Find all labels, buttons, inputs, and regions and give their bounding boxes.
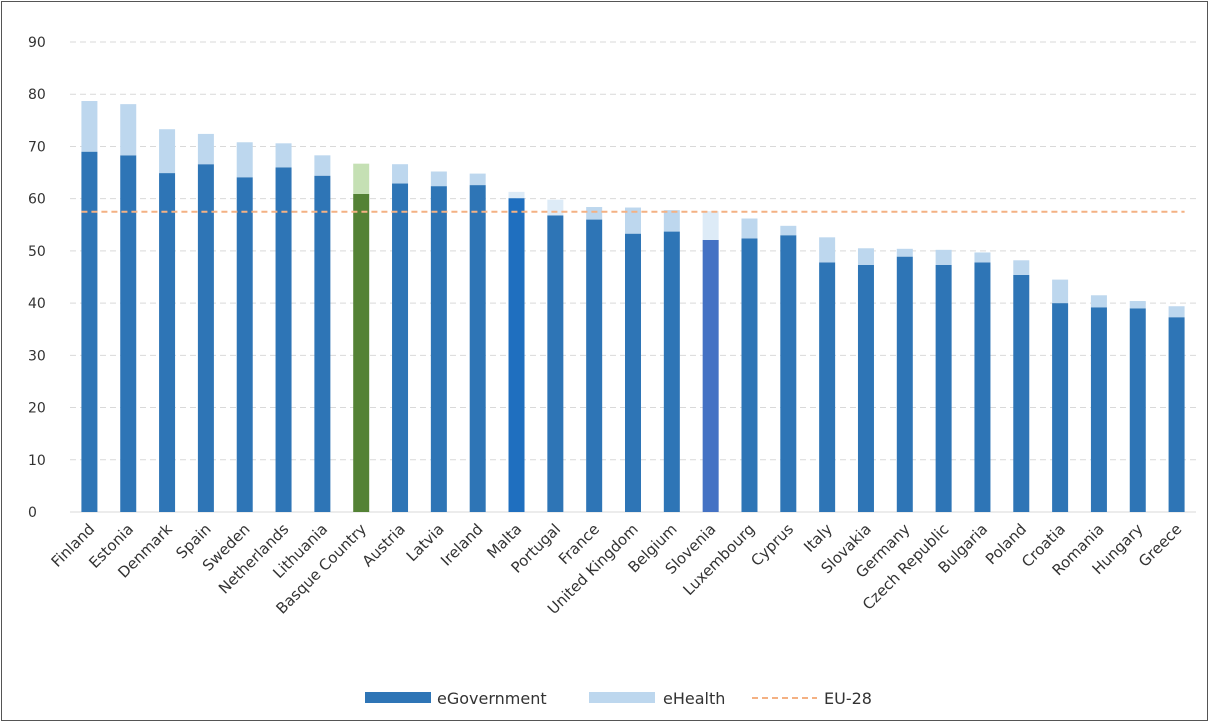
bar-egovernment	[819, 262, 836, 512]
bar-egovernment	[392, 183, 409, 512]
bar-ehealth	[430, 171, 447, 187]
bar-ehealth	[1090, 295, 1107, 308]
legend: eGovernment eHealth EU-28	[365, 689, 872, 708]
bar-egovernment	[935, 264, 952, 512]
bar-egovernment	[586, 219, 603, 513]
bar-egovernment	[159, 173, 176, 513]
legend-label-egovernment: eGovernment	[437, 689, 547, 708]
legend-swatch-egovernment	[365, 692, 431, 703]
bar-ehealth	[275, 143, 292, 168]
y-axis-ticks: 0 10 20 30 40 50 60 70 80 90	[28, 35, 46, 521]
bar-ehealth	[120, 104, 137, 156]
bar-egovernment	[1052, 303, 1069, 512]
bar-egovernment	[780, 235, 797, 512]
bar-egovernment	[1129, 308, 1146, 512]
bar-ehealth	[159, 129, 176, 174]
legend-swatch-ehealth	[589, 692, 655, 703]
bar-egovernment	[857, 264, 874, 512]
bar-ehealth	[1168, 306, 1185, 318]
x-tick-label: Ireland	[437, 520, 486, 569]
legend-label-eu28: EU-28	[824, 689, 872, 708]
y-tick-label: 30	[28, 348, 46, 364]
x-axis-labels: FinlandEstoniaDenmarkSpainSwedenNetherla…	[48, 520, 1186, 618]
y-tick-label: 90	[28, 35, 46, 51]
bar-egovernment	[469, 185, 486, 513]
bar-ehealth	[857, 248, 874, 265]
bar-egovernment	[547, 215, 564, 512]
bar-ehealth	[702, 211, 719, 240]
y-tick-label: 80	[28, 87, 46, 103]
x-tick-label: Austria	[359, 520, 409, 570]
bar-ehealth	[780, 225, 797, 236]
bar-ehealth	[81, 101, 98, 152]
bar-ehealth	[1052, 279, 1069, 304]
bar-ehealth	[314, 155, 331, 176]
bar-egovernment	[314, 175, 331, 512]
y-tick-label: 40	[28, 296, 46, 312]
bar-ehealth	[1129, 301, 1146, 309]
y-tick-label: 20	[28, 401, 46, 417]
bar-ehealth	[236, 142, 253, 178]
bars	[81, 101, 1185, 513]
y-tick-label: 50	[28, 244, 46, 260]
bar-egovernment	[896, 256, 913, 512]
bar-egovernment	[1168, 317, 1185, 512]
y-tick-label: 0	[28, 505, 37, 521]
bar-ehealth	[819, 237, 836, 263]
bar-egovernment	[236, 177, 253, 512]
y-tick-label: 70	[28, 139, 46, 155]
bar-ehealth	[508, 191, 525, 199]
y-tick-label: 10	[28, 453, 46, 469]
bar-ehealth	[469, 173, 486, 186]
bar-ehealth	[896, 248, 913, 257]
legend-label-ehealth: eHealth	[663, 689, 725, 708]
bar-egovernment	[702, 239, 719, 512]
bar-egovernment	[197, 164, 214, 512]
bar-ehealth	[353, 163, 370, 194]
bar-ehealth	[392, 164, 409, 184]
bar-egovernment	[353, 193, 370, 512]
bar-egovernment	[1090, 307, 1107, 512]
bar-ehealth	[197, 133, 214, 165]
bar-egovernment	[741, 238, 758, 512]
bar-ehealth	[663, 210, 680, 232]
bar-ehealth	[547, 199, 564, 216]
y-tick-label: 60	[28, 192, 46, 208]
bar-egovernment	[430, 186, 447, 512]
bar-ehealth	[974, 252, 991, 263]
bar-ehealth	[741, 218, 758, 239]
bar-ehealth	[1013, 260, 1030, 275]
bar-ehealth	[625, 207, 641, 234]
bar-egovernment	[974, 262, 991, 512]
bar-egovernment	[81, 151, 98, 512]
bar-ehealth	[586, 207, 603, 220]
bar-egovernment	[663, 231, 680, 513]
bar-egovernment	[508, 198, 525, 512]
x-tick-label: Greece	[1135, 520, 1185, 570]
bar-egovernment	[625, 233, 641, 512]
bar-egovernment	[1013, 274, 1030, 512]
bar-ehealth	[935, 249, 952, 265]
bar-egovernment	[120, 155, 137, 513]
x-tick-label: Cyprus	[747, 520, 797, 570]
bar-egovernment	[275, 167, 292, 513]
